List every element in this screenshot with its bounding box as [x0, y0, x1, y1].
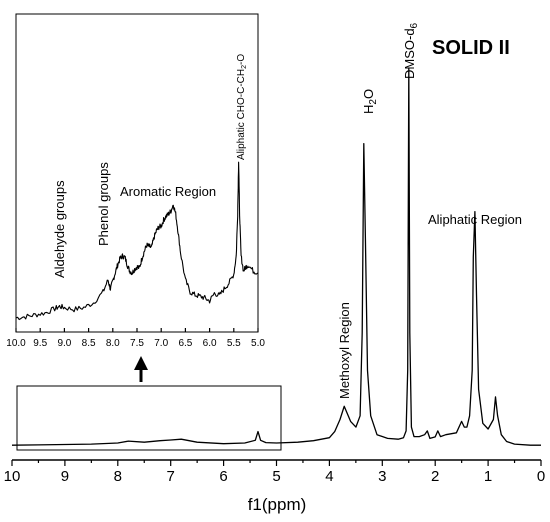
methoxyl-region-label: Methoxyl Region: [337, 302, 352, 399]
phenol-groups-label: Phenol groups: [96, 162, 111, 246]
chart-title: SOLID II: [432, 37, 510, 59]
inset-x-tick-label: 6.0: [203, 338, 217, 349]
dmso-d6-label: DMSO-d6: [402, 22, 420, 79]
x-tick-label: 4: [325, 468, 333, 485]
inset-x-tick-label: 8.5: [82, 338, 96, 349]
h2o-label: H2O: [361, 89, 379, 114]
zoom-arrow: [134, 356, 148, 382]
x-tick-label: 9: [61, 468, 69, 485]
x-tick-label: 2: [431, 468, 439, 485]
x-tick-label: 7: [167, 468, 175, 485]
inset-spectrum-line: [15, 161, 259, 321]
inset-x-tick-label: 7.5: [130, 338, 144, 349]
x-tick-label: 3: [378, 468, 386, 485]
inset-x-tick-label: 5.0: [251, 338, 265, 349]
main-x-axis: 10 9 8 7 6 5 4 3 2 1 0: [4, 459, 545, 485]
inset-x-tick-label: 8.0: [106, 338, 120, 349]
x-tick-label: 1: [484, 468, 492, 485]
inset-x-axis: 10.0 9.5 9.0 8.5 8.0 7.5 7.0 6.5 6.0 5.5 5.0: [6, 328, 265, 349]
inset-x-tick-label: 9.5: [33, 338, 47, 349]
x-axis-label: f1(ppm): [248, 495, 307, 514]
x-tick-label: 8: [114, 468, 122, 485]
x-tick-label: 0: [537, 468, 545, 485]
inset-x-tick-label: 5.5: [227, 338, 241, 349]
aliphatic-ether-label: Aliphatic CHO-C-CH2-O: [236, 54, 248, 160]
x-tick-label: 10: [4, 468, 21, 485]
inset-x-tick-label: 7.0: [154, 338, 168, 349]
aldehyde-groups-label: Aldehyde groups: [52, 180, 67, 278]
aliphatic-region-label: Aliphatic Region: [428, 212, 522, 227]
inset-x-tick-label: 9.0: [57, 338, 71, 349]
x-tick-label: 6: [219, 468, 227, 485]
x-tick-label: 5: [272, 468, 280, 485]
inset-x-tick-label: 6.5: [178, 338, 192, 349]
inset-x-tick-label: 10.0: [6, 338, 26, 349]
aromatic-region-label: Aromatic Region: [120, 184, 216, 199]
main-spectrum-line: [11, 67, 541, 446]
zoom-region-box: [16, 385, 282, 451]
inset-frame: [15, 13, 259, 333]
